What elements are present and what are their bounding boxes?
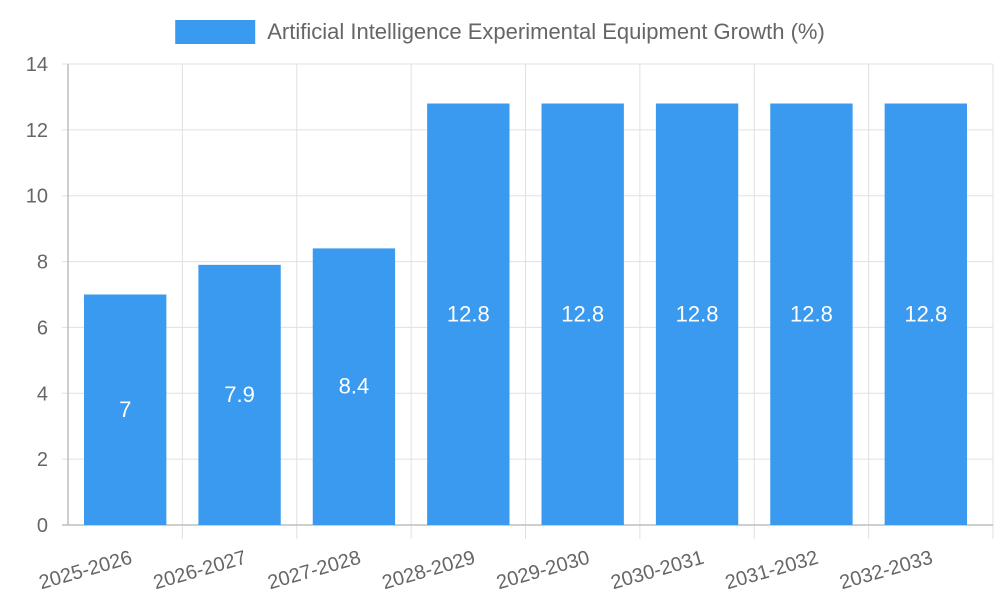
bar[interactable] bbox=[770, 103, 853, 525]
y-tick-label: 14 bbox=[26, 54, 48, 76]
labels-layer: 7 7.9 8.4 12.8 12.8 12.8 12.8 12.8 bbox=[119, 301, 947, 421]
bar[interactable] bbox=[655, 103, 739, 525]
bar[interactable] bbox=[312, 248, 396, 525]
x-tick-label: 2031-2032 bbox=[723, 547, 821, 595]
x-tick-label: 2025-2026 bbox=[37, 547, 135, 595]
bar-value-label: 12.8 bbox=[561, 301, 604, 326]
legend[interactable]: Artificial Intelligence Experimental Equ… bbox=[175, 19, 825, 44]
bar-value-label: 7.9 bbox=[224, 382, 255, 407]
y-tick-label: 0 bbox=[37, 515, 48, 537]
bar-value-label: 7 bbox=[119, 397, 131, 422]
x-tick-label: 2026-2027 bbox=[151, 547, 249, 595]
bar-value-label: 12.8 bbox=[447, 301, 490, 326]
x-tick-label: 2027-2028 bbox=[265, 547, 363, 595]
legend-label: Artificial Intelligence Experimental Equ… bbox=[267, 19, 825, 44]
bar[interactable] bbox=[541, 103, 624, 525]
y-tick-label: 12 bbox=[26, 120, 48, 142]
bar-value-label: 12.8 bbox=[790, 301, 833, 326]
y-tick-label: 8 bbox=[37, 252, 48, 274]
bar-value-label: 12.8 bbox=[676, 301, 719, 326]
bars-layer bbox=[84, 103, 967, 526]
x-tick-label: 2029-2030 bbox=[494, 547, 592, 595]
bar[interactable] bbox=[427, 103, 510, 525]
y-tick-label: 10 bbox=[26, 186, 48, 208]
bar[interactable] bbox=[884, 103, 967, 525]
bar[interactable] bbox=[198, 264, 281, 525]
y-tick-label: 6 bbox=[37, 317, 48, 339]
bar-value-label: 8.4 bbox=[339, 374, 370, 399]
y-tick-label: 4 bbox=[37, 383, 48, 405]
x-tick-label: 2032-2033 bbox=[837, 547, 935, 595]
x-tick-label: 2030-2031 bbox=[608, 547, 706, 595]
y-tick-label: 2 bbox=[37, 449, 48, 471]
bar[interactable] bbox=[84, 294, 167, 526]
bar-value-label: 12.8 bbox=[904, 301, 947, 326]
x-tick-label: 2028-2029 bbox=[380, 547, 478, 595]
legend-swatch bbox=[175, 20, 256, 44]
